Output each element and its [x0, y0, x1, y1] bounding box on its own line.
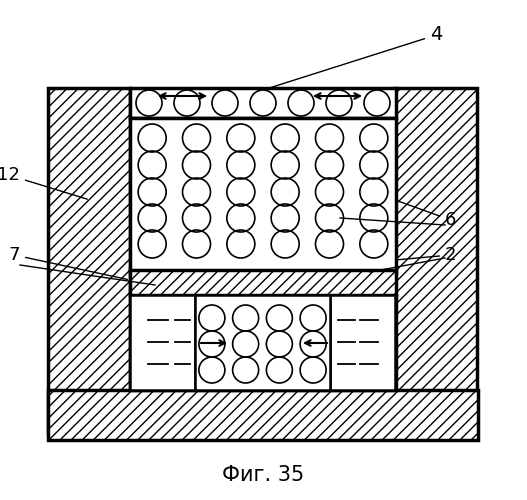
Text: 12: 12: [0, 166, 87, 199]
Bar: [48, 88, 130, 433]
Text: 6: 6: [397, 201, 456, 229]
Bar: [130, 118, 396, 273]
Bar: [395, 88, 477, 433]
Text: 2: 2: [398, 246, 456, 264]
Bar: [330, 295, 395, 390]
Text: 7: 7: [8, 246, 128, 280]
Bar: [130, 295, 195, 390]
Bar: [130, 88, 396, 118]
Bar: [130, 295, 396, 390]
Bar: [130, 270, 396, 295]
Text: Фиг. 35: Фиг. 35: [222, 465, 304, 485]
Text: 4: 4: [266, 26, 442, 89]
Bar: [195, 295, 330, 390]
Bar: [48, 390, 478, 440]
